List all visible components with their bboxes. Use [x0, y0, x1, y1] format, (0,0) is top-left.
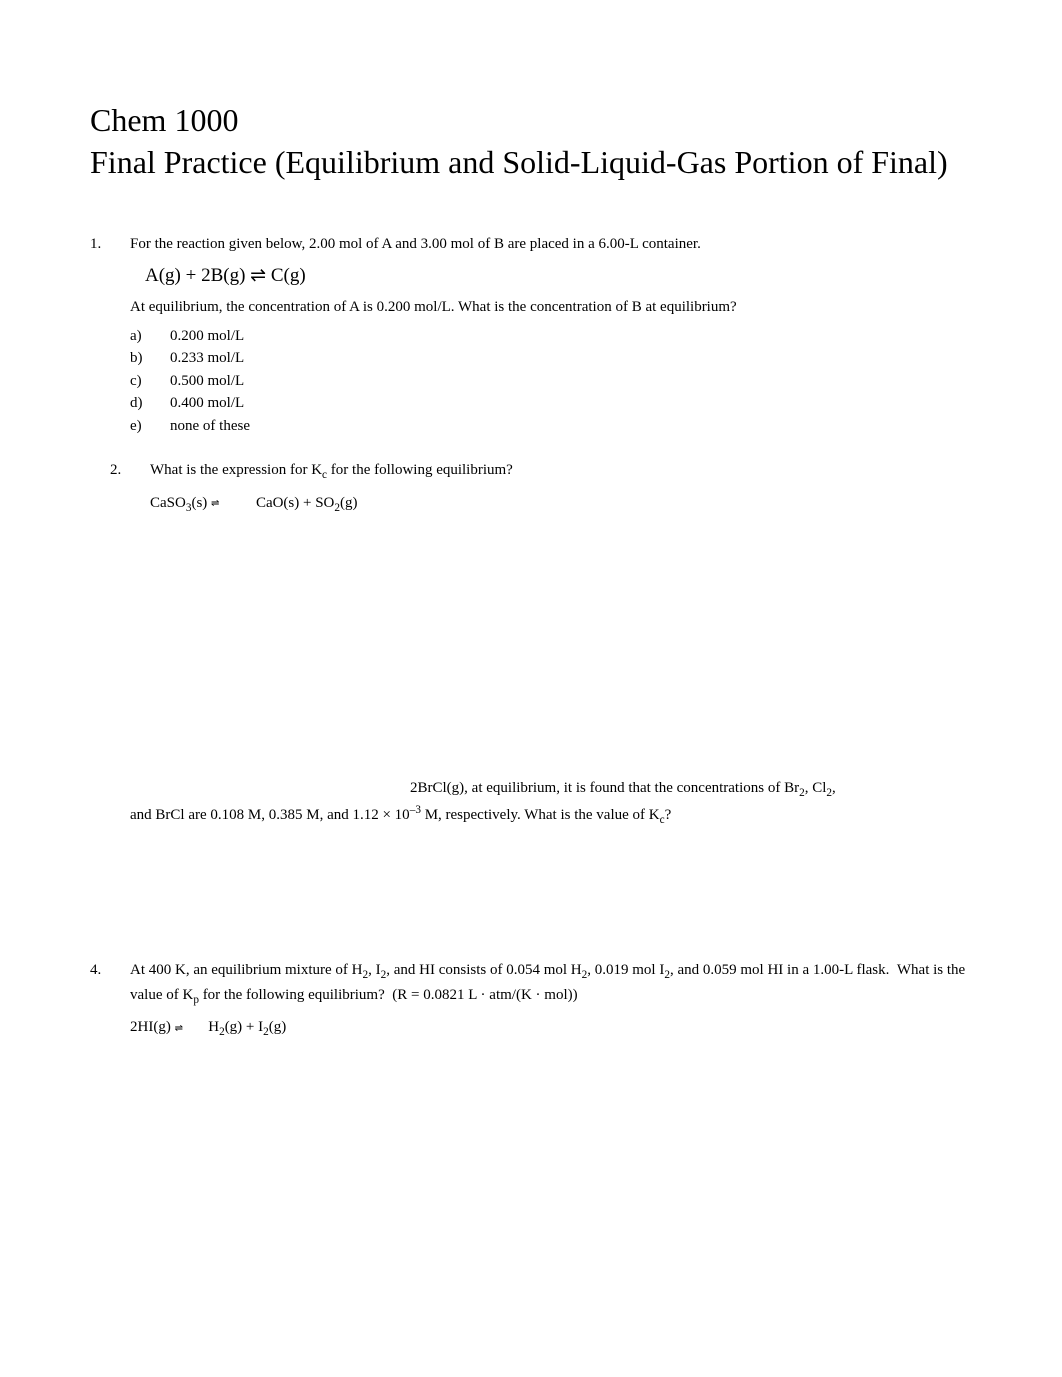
chemical-equation: A(g) + 2B(g) ⇌ C(g): [145, 262, 972, 291]
choice-text: 0.500 mol/L: [170, 370, 244, 393]
chemical-equation: CaSO3(s) ⇌ CaO(s) + SO2(g): [150, 492, 972, 517]
question-followup: At equilibrium, the concentration of A i…: [130, 296, 972, 319]
document-title: Chem 1000 Final Practice (Equilibrium an…: [90, 100, 972, 183]
choice-letter: e): [130, 415, 170, 438]
question-1: 1. For the reaction given below, 2.00 mo…: [90, 233, 972, 437]
question-4: 4. At 400 K, an equilibrium mixture of H…: [90, 959, 972, 1042]
question-3-fragment: 2BrCl(g), at equilibrium, it is found th…: [130, 777, 972, 829]
choice-letter: b): [130, 347, 170, 370]
choice-a: a) 0.200 mol/L: [130, 325, 972, 348]
question-number: 4.: [90, 959, 130, 982]
question-intro: At 400 K, an equilibrium mixture of H2, …: [130, 959, 972, 1009]
title-line-1: Chem 1000: [90, 100, 972, 142]
choice-e: e) none of these: [130, 415, 972, 438]
choice-letter: c): [130, 370, 170, 393]
title-line-2: Final Practice (Equilibrium and Solid-Li…: [90, 142, 972, 184]
question-number: 1.: [90, 233, 130, 256]
document-page: Chem 1000 Final Practice (Equilibrium an…: [0, 0, 1062, 1121]
choice-letter: a): [130, 325, 170, 348]
choice-d: d) 0.400 mol/L: [130, 392, 972, 415]
choice-text: 0.233 mol/L: [170, 347, 244, 370]
question-intro: What is the expression for Kc for the fo…: [150, 459, 972, 484]
choice-c: c) 0.500 mol/L: [130, 370, 972, 393]
choice-text: none of these: [170, 415, 250, 438]
answer-choices: a) 0.200 mol/L b) 0.233 mol/L c) 0.500 m…: [130, 325, 972, 438]
question-number: 2.: [110, 459, 150, 482]
choice-text: 0.200 mol/L: [170, 325, 244, 348]
choice-text: 0.400 mol/L: [170, 392, 244, 415]
question-intro: For the reaction given below, 2.00 mol o…: [130, 233, 972, 256]
question-2: 2. What is the expression for Kc for the…: [110, 459, 972, 517]
choice-letter: d): [130, 392, 170, 415]
choice-b: b) 0.233 mol/L: [130, 347, 972, 370]
chemical-equation: 2HI(g) ⇌ H2(g) + I2(g): [130, 1016, 972, 1041]
